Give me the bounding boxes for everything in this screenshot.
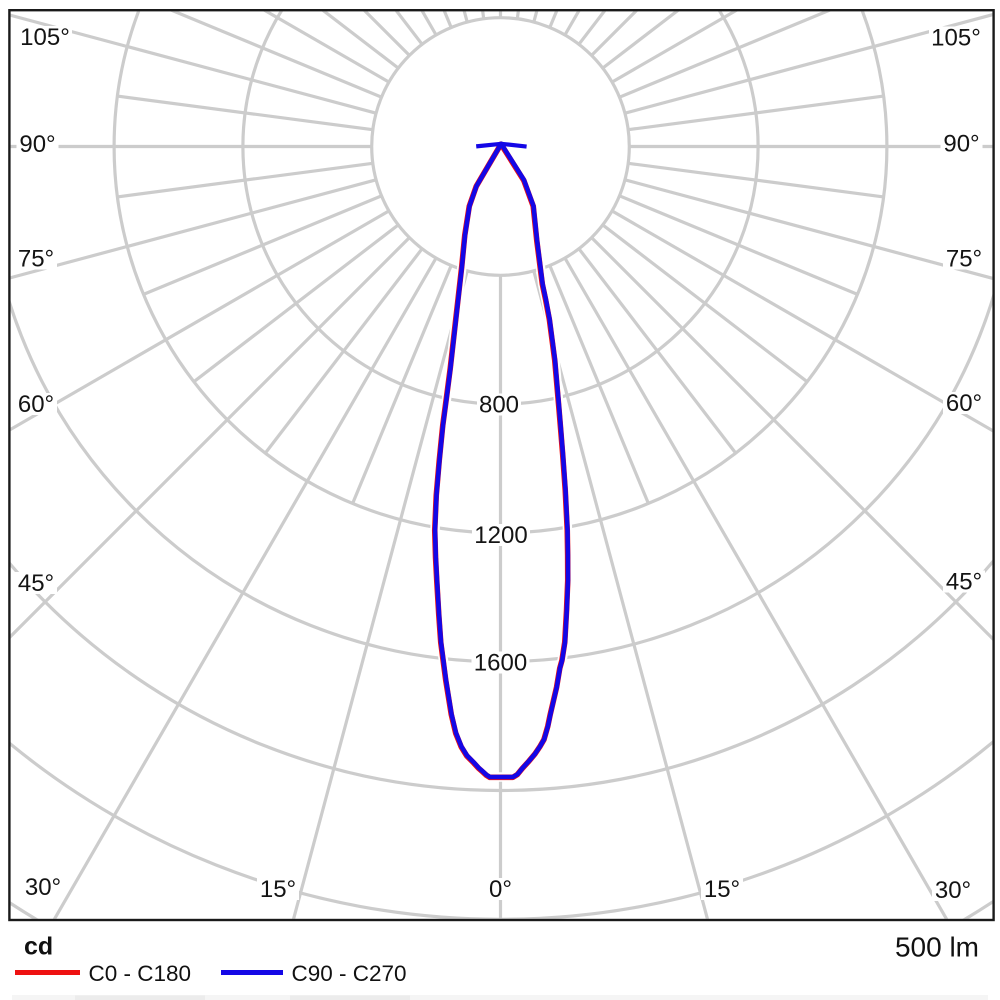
svg-text:90°: 90° xyxy=(19,131,55,158)
svg-text:45°: 45° xyxy=(18,570,54,597)
svg-text:1200: 1200 xyxy=(474,522,527,549)
svg-text:0°: 0° xyxy=(489,876,512,903)
svg-text:105°: 105° xyxy=(931,25,981,52)
svg-text:C90 - C270: C90 - C270 xyxy=(292,961,407,986)
svg-text:30°: 30° xyxy=(25,874,61,901)
svg-text:1600: 1600 xyxy=(474,650,527,677)
svg-text:75°: 75° xyxy=(18,246,54,273)
svg-text:45°: 45° xyxy=(946,569,982,596)
svg-text:800: 800 xyxy=(479,392,519,419)
svg-text:60°: 60° xyxy=(946,390,982,417)
svg-text:75°: 75° xyxy=(946,246,982,273)
svg-text:500 lm: 500 lm xyxy=(895,932,979,963)
svg-text:15°: 15° xyxy=(704,876,740,903)
svg-text:90°: 90° xyxy=(943,131,979,158)
svg-text:15°: 15° xyxy=(260,876,296,903)
svg-text:C0 - C180: C0 - C180 xyxy=(89,961,192,986)
svg-text:30°: 30° xyxy=(935,877,971,904)
svg-text:105°: 105° xyxy=(20,24,70,51)
svg-text:60°: 60° xyxy=(18,391,54,418)
svg-text:cd: cd xyxy=(24,933,53,961)
